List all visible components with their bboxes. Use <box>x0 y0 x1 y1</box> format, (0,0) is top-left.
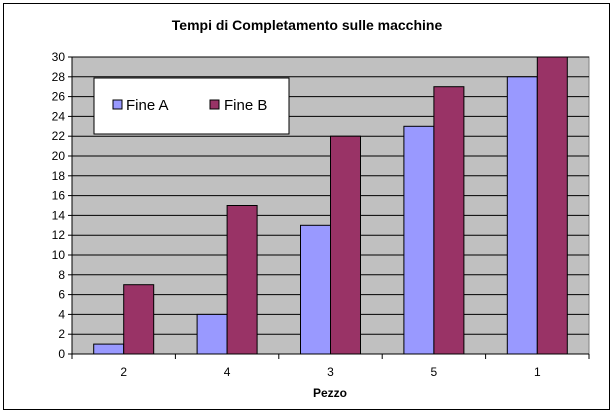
x-tick-label-3: 3 <box>327 365 334 379</box>
y-tick-label-28: 28 <box>52 70 66 84</box>
y-tick-label-2: 2 <box>58 327 65 341</box>
bar-fine-b-4 <box>226 205 258 355</box>
legend-swatch-fine-a <box>112 99 123 110</box>
legend-box <box>93 77 290 135</box>
y-tick-label-8: 8 <box>58 268 65 282</box>
bar-fine-a-5 <box>403 125 435 355</box>
bars <box>93 56 568 355</box>
bar-fine-a-4 <box>196 313 228 355</box>
y-tick-label-22: 22 <box>52 129 66 143</box>
x-tick-label-2: 2 <box>120 365 127 379</box>
legend-swatch-fine-b <box>209 99 220 110</box>
y-tick-label-26: 26 <box>52 90 66 104</box>
y-tick-label-20: 20 <box>52 149 66 163</box>
y-tick-label-12: 12 <box>52 228 66 242</box>
bar-fine-b-5 <box>433 86 465 355</box>
legend: Fine A Fine B <box>93 77 290 135</box>
chart-title: Tempi di Completamento sulle macchine <box>172 17 443 33</box>
bar-fine-b-1 <box>536 56 568 355</box>
y-tick-label-4: 4 <box>58 307 65 321</box>
y-tick-label-10: 10 <box>52 248 66 262</box>
bar-fine-a-2 <box>93 343 125 355</box>
x-tick-label-4: 4 <box>224 365 231 379</box>
bar-fine-b-3 <box>330 135 361 355</box>
y-tick-label-30: 30 <box>52 50 66 64</box>
bar-fine-b-2 <box>123 284 155 355</box>
x-axis-label: Pezzo <box>313 386 347 400</box>
y-tick-label-16: 16 <box>52 189 66 203</box>
x-tick-label-5: 5 <box>431 365 438 379</box>
legend-label-fine-a: Fine A <box>126 97 169 114</box>
x-tick-label-1: 1 <box>534 365 541 379</box>
y-tick-label-0: 0 <box>58 347 65 361</box>
legend-label-fine-b: Fine B <box>224 97 267 114</box>
y-tick-label-6: 6 <box>58 288 65 302</box>
bar-fine-a-1 <box>506 76 538 355</box>
bar-fine-a-3 <box>300 224 331 355</box>
y-tick-label-18: 18 <box>52 169 66 183</box>
y-tick-label-14: 14 <box>52 208 66 222</box>
y-tick-label-24: 24 <box>52 109 66 123</box>
